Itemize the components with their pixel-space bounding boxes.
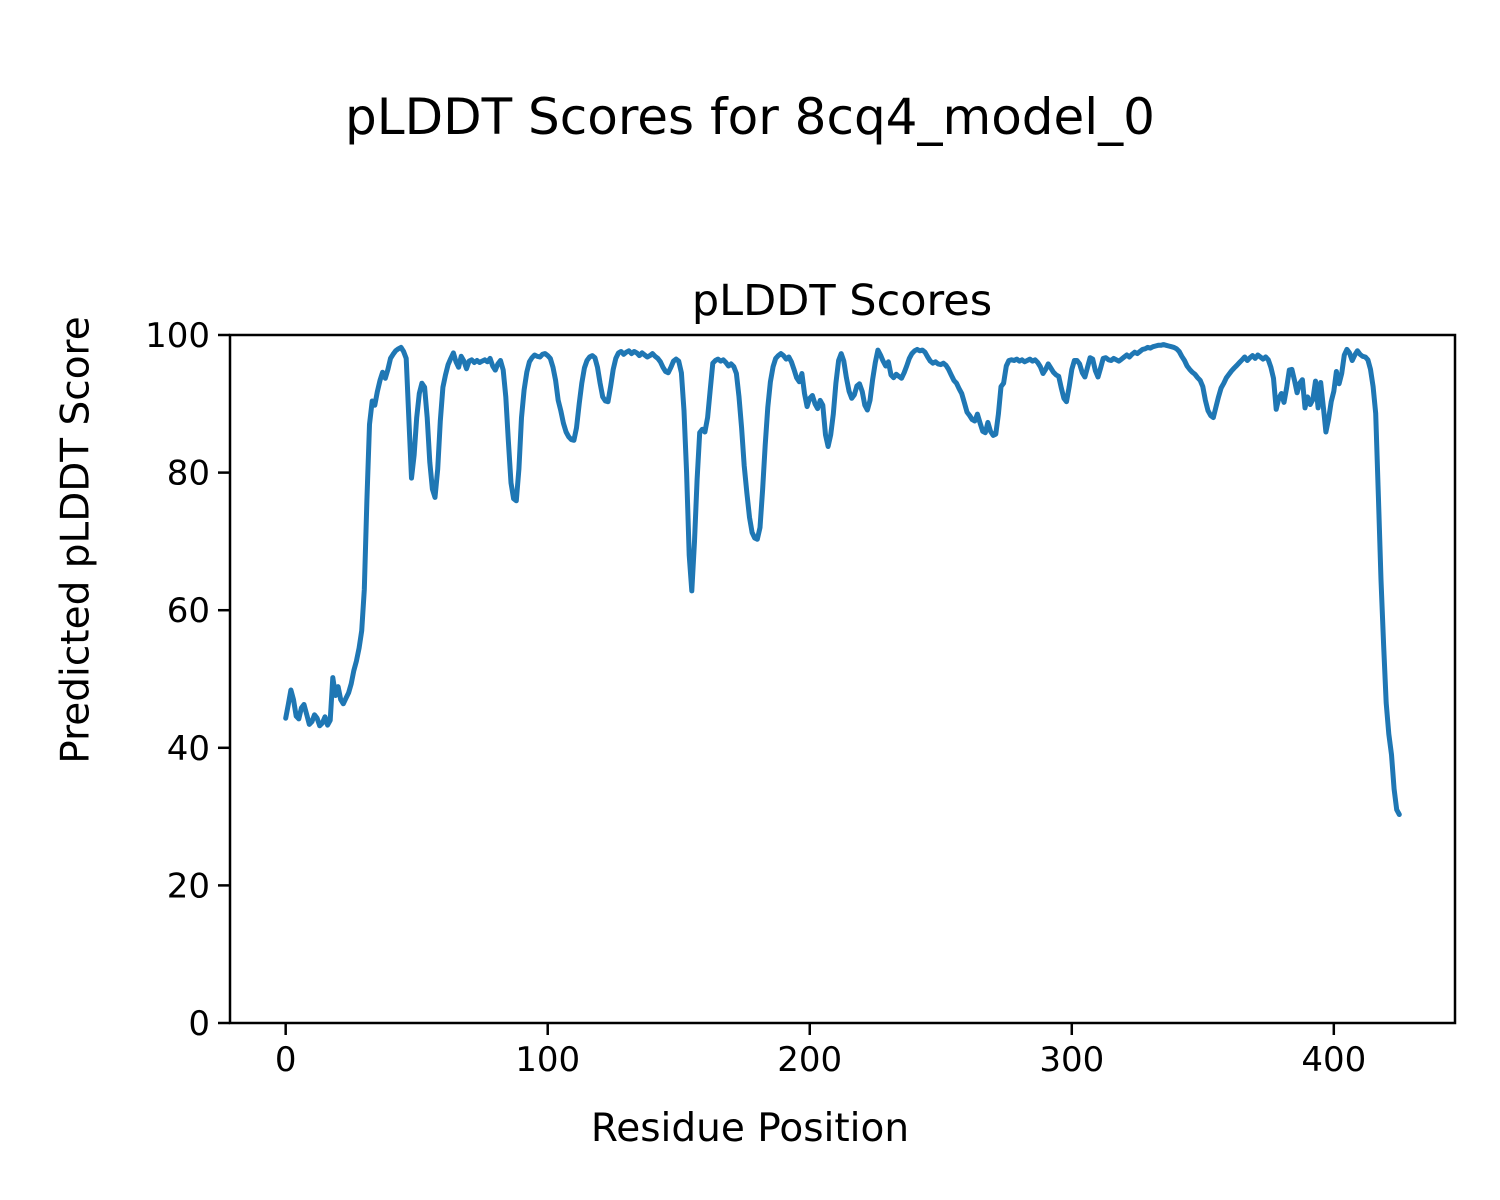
x-axis-label: Residue Position	[590, 1106, 910, 1151]
x-tick-label: 300	[1039, 1040, 1104, 1080]
figure-title: pLDDT Scores for 8cq4_model_0	[344, 88, 1155, 146]
x-tick-label: 200	[777, 1040, 842, 1080]
x-tick-label: 0	[275, 1040, 297, 1080]
y-tick-label: 20	[167, 866, 210, 906]
x-tick-label: 400	[1301, 1040, 1366, 1080]
plddt-line	[283, 342, 1402, 817]
y-tick-label: 60	[167, 591, 210, 631]
y-tick-label: 0	[188, 1004, 210, 1044]
y-axis-label: Predicted pLDDT Score	[53, 316, 99, 764]
axes-frame	[228, 333, 1457, 1025]
y-tick-label: 40	[167, 729, 210, 769]
y-tick-label: 80	[167, 454, 210, 494]
axes-title: pLDDT Scores	[691, 276, 993, 326]
y-tick-label: 100	[145, 316, 210, 356]
x-tick-label: 100	[515, 1040, 580, 1080]
